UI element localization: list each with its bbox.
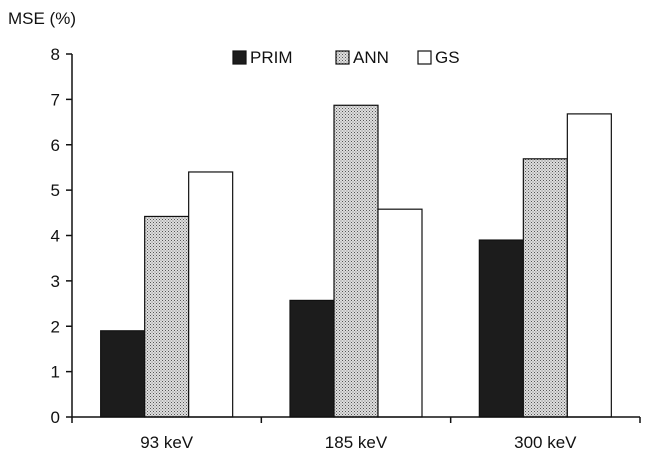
y-tick-label: 5 [51, 181, 60, 200]
bar-prim [478, 239, 524, 418]
y-tick-label: 7 [51, 90, 60, 109]
x-category-label: 185 keV [325, 433, 388, 452]
x-category-label: 300 keV [514, 433, 577, 452]
legend-swatch-prim [232, 50, 247, 65]
legend-swatch-ann [335, 50, 350, 65]
x-category-label: 93 keV [140, 433, 194, 452]
bar-gs [188, 171, 234, 418]
bar-gs [566, 113, 612, 418]
legend: PRIM ANN GS [232, 48, 460, 67]
bar-ann [522, 158, 568, 418]
bar-ann [144, 215, 190, 418]
y-tick-label: 8 [51, 45, 60, 64]
legend-label: PRIM [250, 48, 293, 67]
axes: 0 1 2 3 4 5 6 7 8 93 keV 185 keV 300 keV [51, 45, 641, 452]
legend-swatch-gs [417, 50, 432, 65]
legend-label: GS [435, 48, 460, 67]
bar-ann [333, 104, 379, 418]
bars [100, 104, 612, 418]
y-tick-label: 4 [51, 227, 60, 246]
y-tick-label: 1 [51, 363, 60, 382]
bar-prim [100, 330, 146, 418]
y-tick-label: 6 [51, 136, 60, 155]
bar-gs [377, 208, 423, 418]
y-tick-label: 3 [51, 272, 60, 291]
legend-label: ANN [353, 48, 389, 67]
y-tick-label: 2 [51, 317, 60, 336]
bar-prim [289, 299, 335, 418]
y-tick-label: 0 [51, 408, 60, 427]
y-axis-title: MSE (%) [8, 9, 76, 28]
